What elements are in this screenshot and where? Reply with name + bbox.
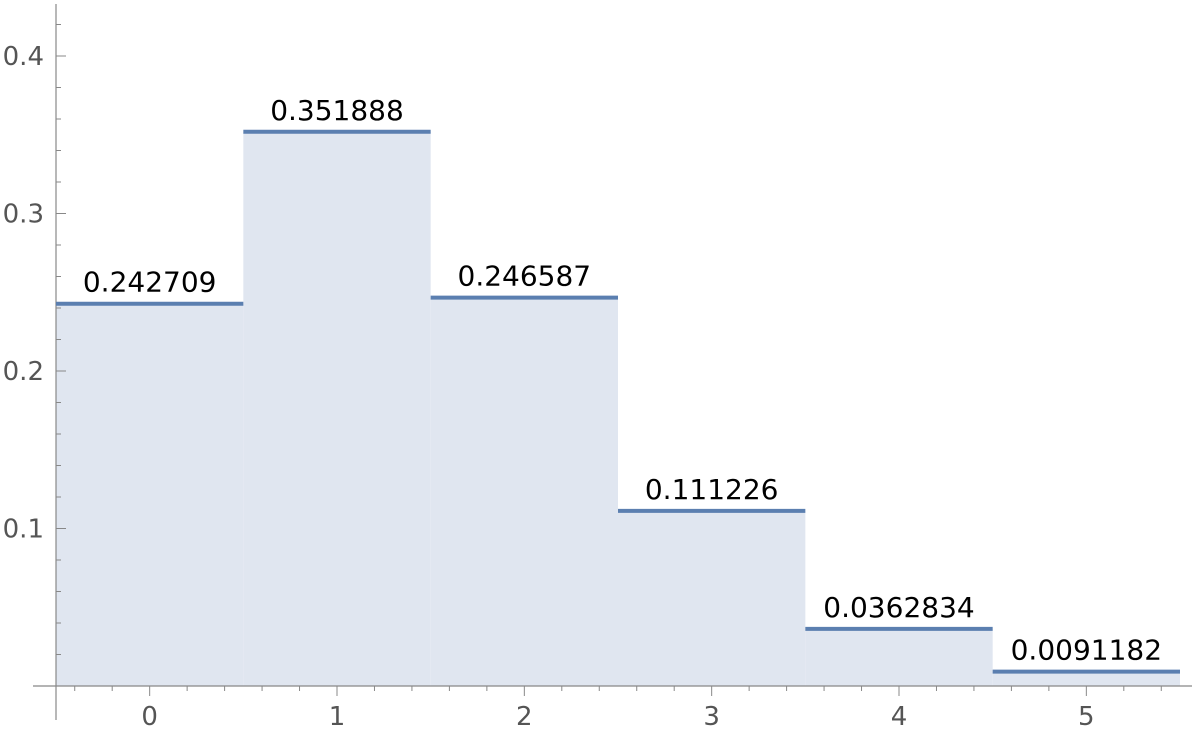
data-label-3: 0.111226 bbox=[645, 473, 779, 506]
x-tick-label-4: 4 bbox=[891, 702, 908, 732]
bar-fill-1 bbox=[243, 131, 431, 687]
data-label-4: 0.0362834 bbox=[823, 591, 974, 624]
bar-fill-5 bbox=[992, 671, 1180, 686]
y-tick-label: 0.3 bbox=[3, 200, 44, 230]
y-tick-label: 0.2 bbox=[3, 357, 44, 387]
x-tick-label-0: 0 bbox=[141, 702, 158, 732]
data-label-1: 0.351888 bbox=[270, 94, 404, 127]
data-label-5: 0.0091182 bbox=[1011, 634, 1162, 667]
x-tick-label-2: 2 bbox=[516, 702, 533, 732]
data-label-2: 0.246587 bbox=[458, 260, 592, 293]
axes: 0 1 2 3 4 5 0.1 0.2 0.3 0.4 bbox=[3, 4, 1192, 732]
bar-fills bbox=[56, 131, 1180, 687]
x-tick-label-1: 1 bbox=[329, 702, 346, 732]
bar-fill-0 bbox=[56, 303, 244, 686]
y-tick-label: 0.1 bbox=[3, 515, 44, 545]
x-tick-label-5: 5 bbox=[1078, 702, 1095, 732]
y-tick-label: 0.4 bbox=[3, 42, 44, 72]
bar-fill-3 bbox=[618, 510, 806, 686]
data-label-0: 0.242709 bbox=[83, 266, 217, 299]
data-labels: 0.242709 0.351888 0.246587 0.111226 0.036283… bbox=[83, 94, 1162, 667]
x-tick-label-3: 3 bbox=[703, 702, 720, 732]
bar-fill-2 bbox=[430, 297, 618, 686]
bar-fill-4 bbox=[805, 628, 993, 686]
bar-tops bbox=[56, 129, 1180, 674]
